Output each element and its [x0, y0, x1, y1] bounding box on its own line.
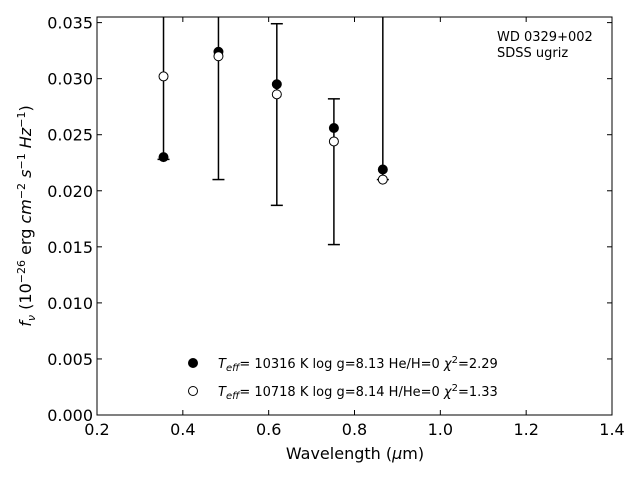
legend-label-filled: Teff= 10316 K log g=8.13 He/H=0 χ2=2.29 — [218, 355, 498, 374]
x-tick-label: 0.2 — [84, 420, 109, 439]
y-tick-label: 0.030 — [47, 70, 93, 89]
point-open — [271, 89, 282, 100]
y-tick-label: 0.000 — [47, 406, 93, 425]
point-open — [213, 51, 224, 62]
data-points — [158, 46, 388, 185]
y-tick-label: 0.005 — [47, 350, 93, 369]
y-axis-ticks: 0.000 0.005 0.010 0.015 0.020 0.025 0.030 0.035 — [47, 14, 612, 425]
y-tick-label: 0.035 — [47, 14, 93, 33]
point-open — [158, 71, 169, 82]
point-open — [328, 136, 339, 147]
x-tick-label: 1.4 — [599, 420, 624, 439]
y-tick-label: 0.015 — [47, 238, 93, 257]
x-tick-label: 0.8 — [342, 420, 367, 439]
plot-border — [96, 16, 613, 416]
x-axis-label: Wavelength (μm) — [286, 444, 424, 463]
y-tick-label: 0.020 — [47, 182, 93, 201]
legend-marker-open — [188, 386, 198, 396]
annotation-survey: SDSS ugriz — [497, 46, 568, 61]
legend-label-open: Teff= 10718 K log g=8.14 H/He=0 χ2=1.33 — [218, 383, 498, 402]
point-filled — [158, 152, 169, 163]
legend-marker-filled — [188, 358, 198, 368]
legend: Teff= 10316 K log g=8.13 He/H=0 χ2=2.29 … — [188, 355, 498, 402]
x-tick-label: 1.0 — [428, 420, 453, 439]
point-filled — [271, 79, 282, 90]
point-open — [377, 174, 388, 185]
x-tick-label: 0.6 — [256, 420, 281, 439]
y-tick-label: 0.010 — [47, 294, 93, 313]
x-tick-label: 1.2 — [513, 420, 538, 439]
point-filled — [377, 164, 388, 175]
plot-frame — [96, 16, 613, 416]
annotation-object: WD 0329+002 — [497, 30, 593, 45]
y-tick-label: 0.025 — [47, 126, 93, 145]
x-tick-label: 0.4 — [170, 420, 195, 439]
errorbar-group — [157, 17, 389, 246]
x-axis-ticks: 0.2 0.4 0.6 0.8 1.0 1.2 1.4 — [84, 17, 625, 439]
point-filled — [328, 122, 339, 133]
y-axis-label: fν (10−26 erg cm−2 s−1 Hz−1) — [15, 105, 38, 326]
